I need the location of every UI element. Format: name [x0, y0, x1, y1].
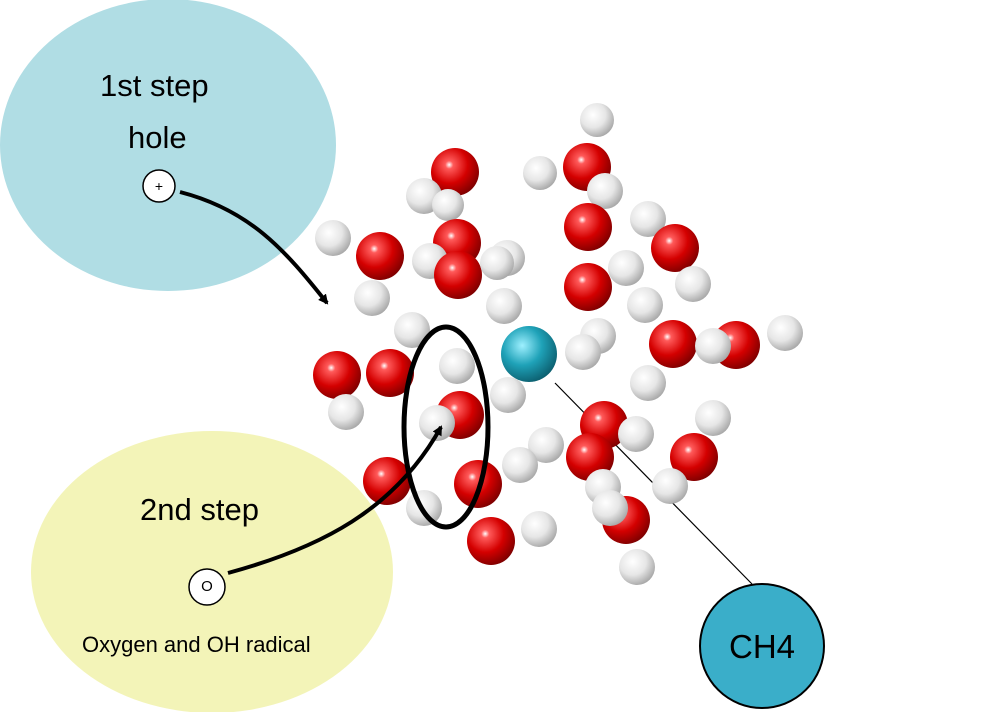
ch4-label: CH4	[729, 628, 796, 665]
oxygen-atom	[564, 263, 612, 311]
hydrogen-atom	[394, 312, 430, 348]
carbon-atom	[501, 326, 557, 382]
hydrogen-atom	[480, 246, 514, 280]
hydrogen-atom	[315, 220, 351, 256]
ch4-circle	[699, 583, 825, 709]
hydrogen-atom	[627, 287, 663, 323]
hydrogen-atom	[652, 468, 688, 504]
oxygen-atom	[434, 251, 482, 299]
oxygen-atom	[366, 349, 414, 397]
hydrogen-atom	[580, 103, 614, 137]
oxygen-atom	[651, 224, 699, 272]
oxygen-atom	[356, 232, 404, 280]
step1-title: 1st step	[100, 68, 209, 103]
oxygen-arrow	[227, 425, 443, 575]
hydrogen-atom	[490, 377, 526, 413]
oxygen-atom	[313, 351, 361, 399]
oxygen-atom	[564, 203, 612, 251]
hydrogen-atom	[523, 156, 557, 190]
step1-bubble	[0, 0, 336, 291]
hydrogen-atom	[587, 173, 623, 209]
hydrogen-atom	[439, 348, 475, 384]
step2-subtitle: Oxygen and OH radical	[82, 632, 311, 657]
oxygen-atom	[649, 320, 697, 368]
oxygen-atom	[467, 517, 515, 565]
hydrogen-atom	[565, 334, 601, 370]
hole-symbol-circle	[142, 169, 176, 203]
hydrogen-atom	[608, 250, 644, 286]
oxygen-atom	[363, 457, 411, 505]
hydrogen-atom	[675, 266, 711, 302]
hydrogen-atom	[528, 427, 564, 463]
hydrogen-atom	[592, 490, 628, 526]
hydrogen-atom	[521, 511, 557, 547]
hydrogen-atom	[695, 328, 731, 364]
step2-title: 2nd step	[140, 492, 259, 527]
oxygen-symbol-circle	[188, 568, 226, 606]
hydrogen-atom	[630, 201, 666, 237]
water-methane-cluster	[313, 103, 803, 585]
target-molecule-highlight	[401, 324, 491, 530]
hole-arrow	[179, 190, 329, 305]
hydrogen-atom	[502, 447, 538, 483]
oxygen-symbol: O	[201, 578, 213, 595]
hydrogen-atom	[354, 280, 390, 316]
step1-subtitle: hole	[128, 120, 187, 155]
hydrogen-atom	[618, 416, 654, 452]
hydrogen-atom	[695, 400, 731, 436]
hydrogen-atom	[767, 315, 803, 351]
oxygen-atom	[566, 433, 614, 481]
hydrogen-atom	[630, 365, 666, 401]
oxygen-atom	[431, 148, 479, 196]
hydrogen-atom	[486, 288, 522, 324]
hole-symbol: +	[154, 178, 164, 194]
hydrogen-atom	[619, 549, 655, 585]
hydrogen-atom	[419, 405, 455, 441]
hydrogen-atom	[328, 394, 364, 430]
hydrogen-atom	[432, 189, 464, 221]
oxygen-atom	[670, 433, 718, 481]
